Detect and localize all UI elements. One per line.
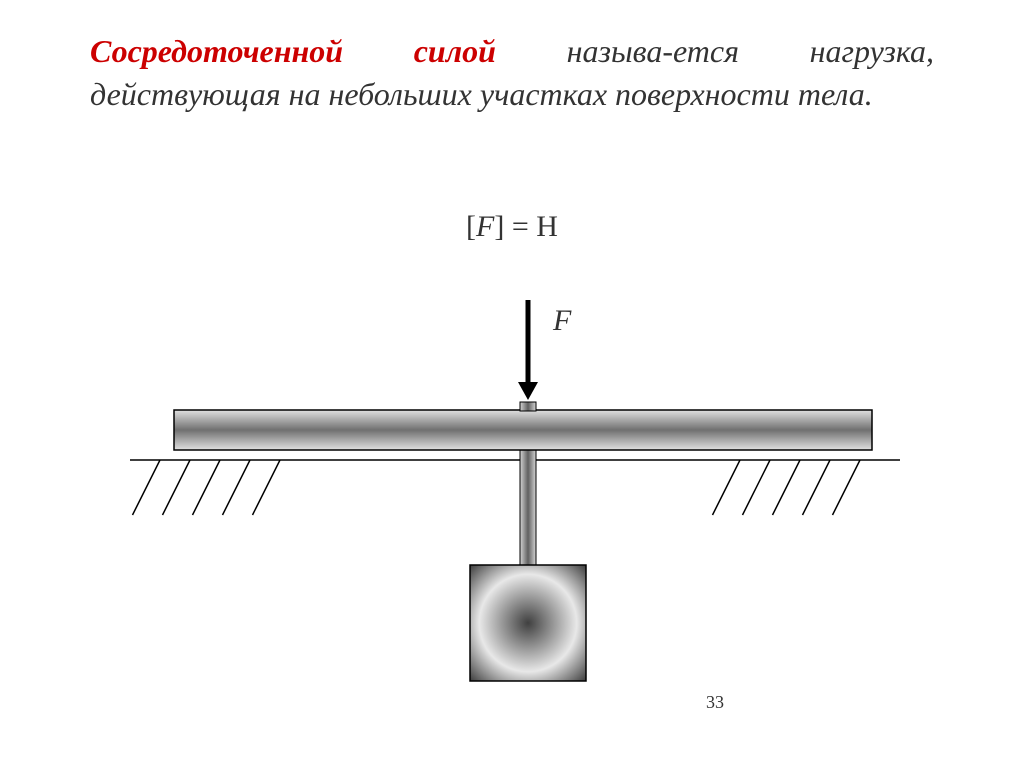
highlighted-term: Сосредоточенной силой [90, 33, 496, 69]
formula: [F] = Н [0, 210, 1024, 244]
svg-text:F: F [552, 304, 572, 337]
diagram-svg: F [130, 290, 900, 710]
beam-diagram: F [130, 290, 900, 710]
page-number: 33 [706, 692, 724, 713]
formula-unit: Н [536, 210, 558, 243]
formula-lbracket: [ [466, 210, 476, 243]
formula-equals: = [504, 210, 536, 243]
definition-text: Сосредоточенной силой называ-ется нагруз… [90, 30, 934, 116]
formula-rbracket: ] [494, 210, 504, 243]
formula-var: F [476, 210, 494, 243]
